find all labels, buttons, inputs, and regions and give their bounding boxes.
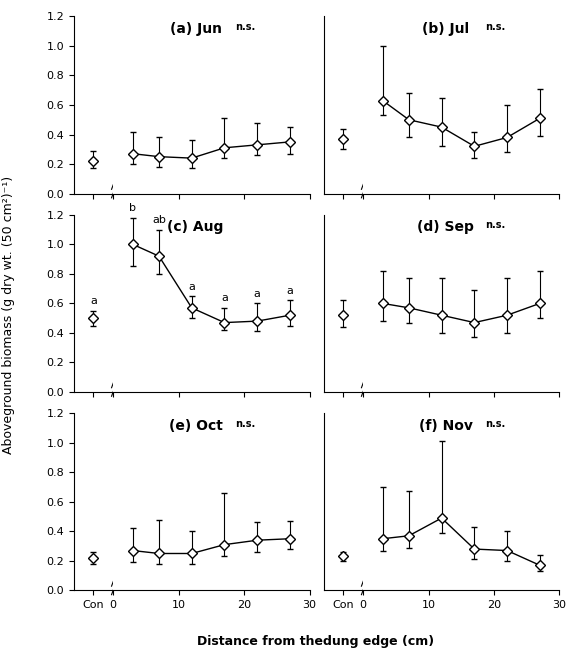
Text: n.s.: n.s. [485,419,505,428]
Text: a: a [286,286,294,296]
Text: n.s.: n.s. [235,22,255,31]
Text: a: a [90,297,97,306]
Text: (b) Jul: (b) Jul [422,22,469,35]
Text: (c) Aug: (c) Aug [168,220,224,234]
Text: a: a [254,289,261,299]
Text: a: a [221,293,228,303]
Text: n.s.: n.s. [235,419,255,428]
Text: n.s.: n.s. [485,220,505,230]
Text: Aboveground biomass (g dry wt. (50 cm²)⁻¹): Aboveground biomass (g dry wt. (50 cm²)⁻… [2,176,15,454]
Text: ab: ab [152,215,166,225]
Text: (f) Nov: (f) Nov [419,419,473,432]
Text: (a) Jun: (a) Jun [170,22,222,35]
Text: (d) Sep: (d) Sep [417,220,474,234]
Text: b: b [130,203,136,213]
Text: Distance from thedung edge (cm): Distance from thedung edge (cm) [197,635,434,648]
Text: n.s.: n.s. [485,22,505,31]
Text: a: a [188,281,195,291]
Text: (e) Oct: (e) Oct [169,419,223,432]
